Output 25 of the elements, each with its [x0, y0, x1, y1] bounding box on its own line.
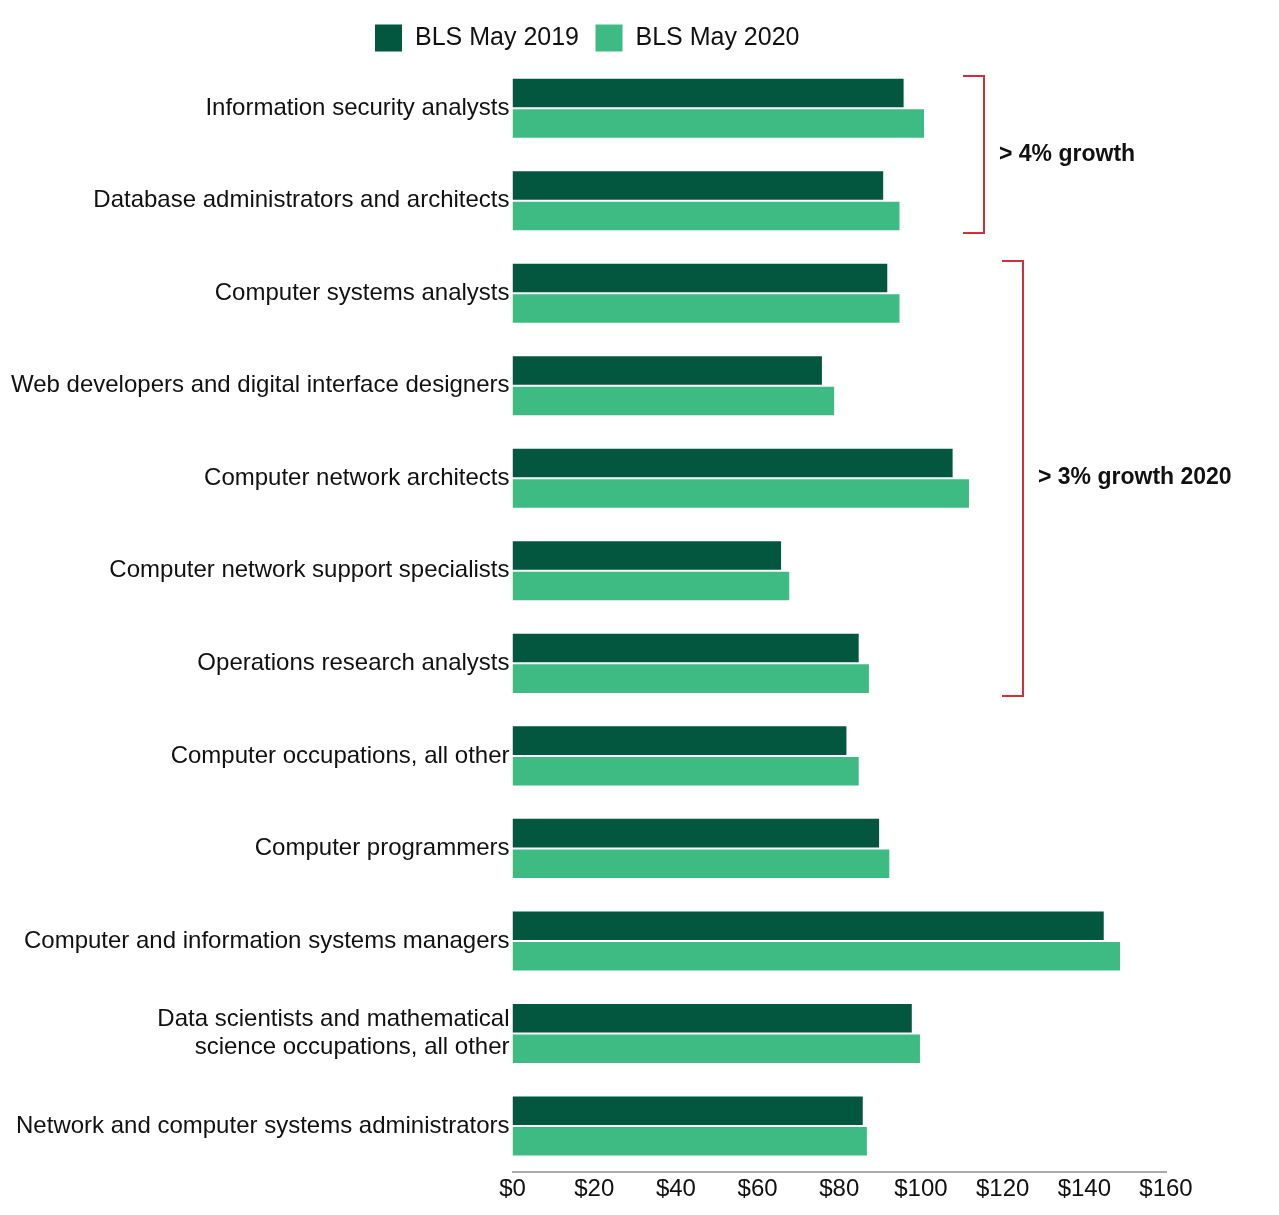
x-tick-label: $40 — [655, 1174, 696, 1202]
y-tick-label: Information security analysts — [205, 92, 510, 120]
x-tick-label: $0 — [499, 1174, 526, 1202]
legend-label: BLS May 2020 — [635, 21, 800, 50]
x-tick-label: $60 — [737, 1174, 778, 1202]
y-tick-label: Web developers and digital interface designers — [11, 370, 510, 398]
y-tick-label: Computer occupations, all other — [170, 740, 510, 768]
y-tick-label: Network and computer systems administrators — [16, 1110, 510, 1138]
x-tick-label: $140 — [1057, 1174, 1112, 1202]
y-tick-label: Computer systems analysts — [214, 277, 510, 305]
x-tick-label: $80 — [819, 1174, 860, 1202]
x-tick-label: $20 — [574, 1174, 615, 1202]
y-tick-label: Database administrators and architects — [93, 185, 510, 213]
annotation: > 4% growth — [999, 139, 1136, 167]
y-tick-label: Data scientists and mathematical science occupations, all other — [157, 1003, 510, 1060]
x-tick-label: $100 — [894, 1174, 948, 1202]
y-tick-label: Computer and information systems managers — [23, 925, 510, 953]
y-tick-label: Computer programmers — [254, 833, 510, 861]
y-tick-label: Computer network support specialists — [109, 555, 510, 583]
legend-label: BLS May 2019 — [415, 21, 580, 50]
x-tick-label: $160 — [1139, 1174, 1193, 1202]
annotation: > 3% growth 2020 — [1038, 463, 1232, 491]
y-tick-label: Computer network architects — [204, 462, 510, 490]
x-tick-label: $120 — [975, 1174, 1030, 1202]
y-tick-label: Operations research analysts — [197, 647, 510, 675]
